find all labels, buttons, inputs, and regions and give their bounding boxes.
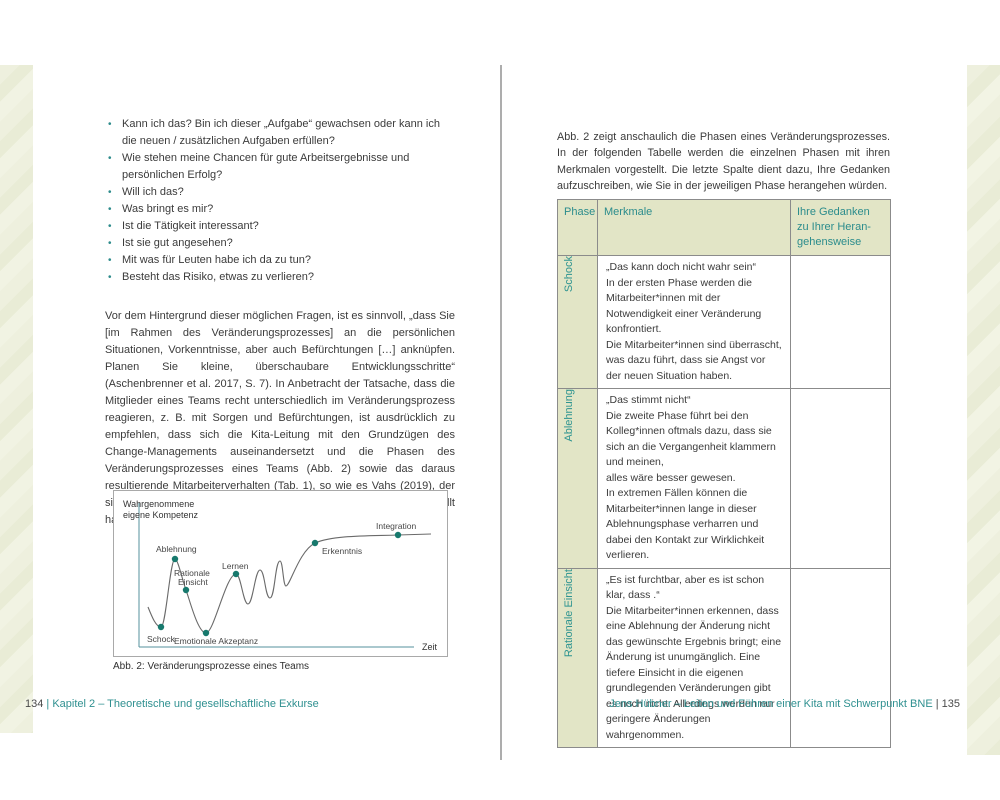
table-header-row: Phase Merkmale Ihre Gedanken zu Ihrer He… [557,199,891,256]
merkmale-cell: „Das kann doch nicht wahr sein“ In der e… [597,255,791,389]
phase-label: Ablehnung [563,389,575,442]
dot-ablehnung [171,555,179,563]
dot-integration [394,531,402,539]
left-footer-chapter: Kapitel 2 – Theoretische und gesellschaf… [52,698,319,710]
table-row: Rationale Einsicht „Es ist furchtbar, ab… [557,567,891,748]
figure-caption: Abb. 2: Veränderungsprozesse eines Teams [113,661,310,672]
label-lernen: Lernen [222,561,249,571]
book-gutter-line [500,65,502,760]
right-page-footer: Jens Hübner – Leiten und Führen einer Ki… [609,698,960,710]
right-footer-separator: | [935,698,939,710]
bullet-item: Kann ich das? Bin ich dieser „Aufgabe“ g… [105,116,457,150]
label-erkenntnis: Erkenntnis [322,546,362,556]
page-edge-texture-right [967,65,1000,755]
left-page-footer: 134 | Kapitel 2 – Theoretische und gesel… [25,698,319,710]
bullet-item: Wie stehen meine Chancen für gute Arbeit… [105,150,457,184]
phases-table: Phase Merkmale Ihre Gedanken zu Ihrer He… [557,199,891,748]
bullet-item: Was bringt es mir? [105,201,457,218]
left-page-number: 134 [25,698,44,710]
phase-label: Schock [563,256,575,293]
bullet-item: Will ich das? [105,184,457,201]
dot-rationale-einsicht [182,586,190,594]
phase-cell-ablehnung: Ablehnung [557,388,598,569]
table-row: Ablehnung „Das stimmt nicht“ Die zweite … [557,388,891,569]
phase-cell-schock: Schock [557,255,598,389]
label-rationale-1: Rationale [174,568,210,578]
bullet-item: Ist die Tätigkeit interessant? [105,218,457,235]
label-rationale-2: Einsicht [178,577,208,587]
phase-label: Rationale Einsicht [563,568,575,657]
table-row: Schock „Das kann doch nicht wahr sein“ I… [557,255,891,389]
merkmale-cell: „Das stimmt nicht“ Die zweite Phase führ… [597,388,791,569]
dot-erkenntnis [311,539,319,547]
body-paragraph: Vor dem Hintergrund dieser möglichen Fra… [105,310,455,526]
table-intro-paragraph: Abb. 2 zeigt anschaulich die Phasen eine… [557,130,890,193]
chart-canvas: Wahrgenommene eigene Kompetenz Zeit Scho… [123,499,438,652]
gedanken-cell [790,388,891,569]
y-axis-label-line2: eigene Kompetenz [123,510,199,520]
bullet-item: Besteht das Risiko, etwas zu verlieren? [105,269,457,286]
merkmale-cell: „Es ist furchtbar, aber es ist schon kla… [597,567,791,748]
label-ablehnung: Ablehnung [156,544,197,554]
right-page-number: 135 [941,698,960,710]
label-integration: Integration [376,521,416,531]
gedanken-cell [790,255,891,389]
bullet-item: Mit was für Leuten habe ich da zu tun? [105,252,457,269]
header-merkmale: Merkmale [597,199,791,256]
header-gedanken: Ihre Gedanken zu Ihrer Heran- gehensweis… [790,199,891,256]
dot-lernen [232,570,240,578]
label-emotionale-akzeptanz: Emotionale Akzeptanz [174,636,258,646]
question-bullet-list: Kann ich das? Bin ich dieser „Aufgabe“ g… [105,116,457,286]
right-footer-book-title: Jens Hübner – Leiten und Führen einer Ki… [609,698,933,710]
y-axis-label-line1: Wahrgenommene [123,499,194,509]
header-phase: Phase [557,199,598,256]
gedanken-cell [790,567,891,748]
page-edge-texture-left [0,65,33,733]
label-schock: Schock [147,634,176,644]
dot-emotionale-akzeptanz [202,629,210,637]
x-axis-label: Zeit [422,642,438,652]
left-footer-separator: | [46,698,50,710]
dot-schock [157,623,165,631]
phase-cell-rationale-einsicht: Rationale Einsicht [557,567,598,748]
bullet-item: Ist sie gut angesehen? [105,235,457,252]
change-process-chart: Wahrgenommene eigene Kompetenz Zeit Scho… [113,490,448,657]
